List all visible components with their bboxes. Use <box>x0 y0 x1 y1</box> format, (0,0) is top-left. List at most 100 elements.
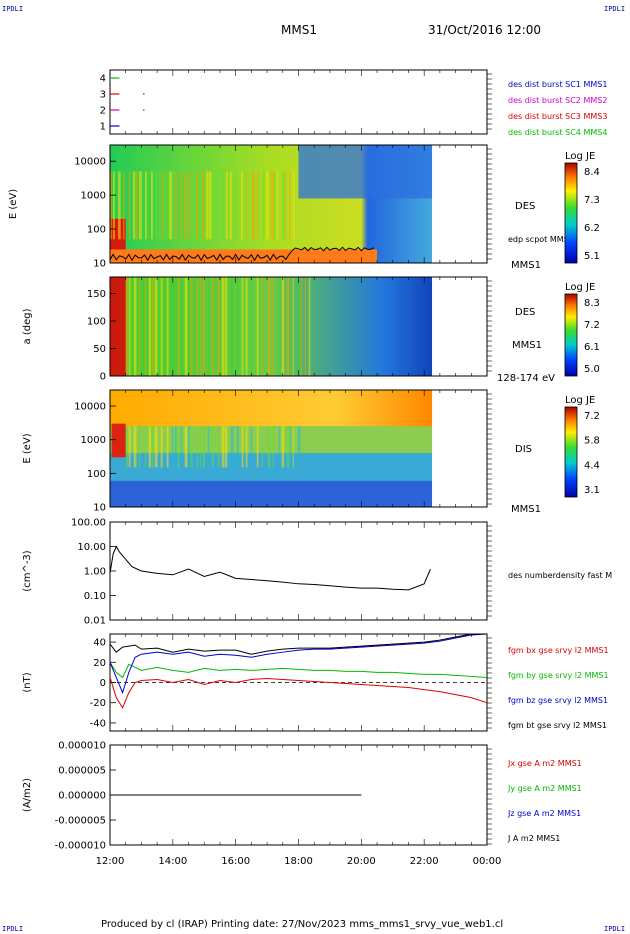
des-energy-stripe <box>246 171 248 240</box>
dis-energy-stripe <box>144 426 146 468</box>
des-energy-stripe <box>123 171 125 240</box>
dis-energy-lowE-band <box>110 480 433 507</box>
corner-mark-top-left: IPDLI <box>2 5 24 13</box>
des-pitch-stripe <box>177 277 180 376</box>
y-tick-label: -20 <box>90 698 106 709</box>
des-energy-stripe <box>129 171 131 240</box>
des-pitch-stripe <box>180 277 183 376</box>
y-tick-label: 10000 <box>74 402 106 413</box>
des-energy-stripe <box>156 171 158 240</box>
dis-energy-stripe <box>250 426 253 468</box>
des-energy-stripe <box>113 171 115 240</box>
des-energy-stripe <box>159 171 161 240</box>
des-pitch-stripe <box>211 277 214 376</box>
des-energy-stripe <box>282 171 285 240</box>
x-tick-label: 16:00 <box>221 856 250 867</box>
des-pitch-stripe <box>174 277 177 376</box>
x-tick-label: 00:00 <box>473 856 502 867</box>
des-pitch-stripe <box>187 277 190 376</box>
dis-energy-stripe <box>241 426 244 468</box>
des-pitch-stripe <box>148 277 152 376</box>
panel-right-label: DES <box>515 201 535 212</box>
dis-energy-stripe <box>211 426 214 468</box>
y-tick-label: 10 <box>93 503 106 514</box>
y-tick-label: -0.000010 <box>55 841 106 852</box>
panel-right-label: DES <box>515 307 535 318</box>
des-pitch-stripe <box>207 277 210 376</box>
des-energy-stripe <box>175 171 177 240</box>
des-pitch-stripe <box>184 277 188 376</box>
x-tick-label: 20:00 <box>347 856 376 867</box>
des-pitch-stripe <box>128 277 131 376</box>
des-pitch-stripe <box>289 277 292 376</box>
des-energy-stripe <box>230 171 232 240</box>
des-energy-stripe <box>215 171 218 240</box>
y-tick-label: 0.000010 <box>58 741 106 752</box>
dis-energy-stripe <box>289 426 292 468</box>
des-pitch-stripe <box>125 277 128 376</box>
des-pitch-heatmap <box>110 277 433 376</box>
des-pitch-stripe <box>217 277 220 376</box>
dis-energy-stripe <box>245 426 248 468</box>
x-tick-label: 18:00 <box>284 856 313 867</box>
colorbar-tick-label: 7.3 <box>584 195 600 206</box>
legend-entry: Jz gse A m2 MMS1 <box>507 809 581 818</box>
dis-energy-stripe <box>297 426 301 468</box>
x-tick-label: 22:00 <box>410 856 439 867</box>
des-energy-stripe <box>172 171 174 240</box>
dis-energy-stripe <box>217 426 220 468</box>
x-tick-label: 12:00 <box>96 856 125 867</box>
panel-frame-4 <box>109 521 488 621</box>
des-pitch-stripe <box>286 277 290 376</box>
y-axis-label: (nT) <box>22 672 33 692</box>
des-pitch-stripe <box>308 277 311 376</box>
des-energy-stripe <box>118 171 121 240</box>
dis-energy-hot-core <box>111 423 126 458</box>
des-pitch-stripe <box>160 277 163 376</box>
y-tick-label: 0.000000 <box>58 791 106 802</box>
y-tick-label: 100 <box>87 469 106 480</box>
legend-entry: des dist burst SC3 MMS3 <box>508 112 607 121</box>
des-energy-stripe <box>162 171 164 240</box>
dis-energy-highE-band <box>110 390 433 427</box>
colorbar-title: Log JE <box>565 151 595 162</box>
dis-energy-stripe <box>151 426 154 468</box>
des-pitch-stripe <box>138 277 141 376</box>
y-tick-label: 4 <box>100 74 106 85</box>
y-tick-label: 0.000005 <box>58 766 106 777</box>
y-tick-label: 50 <box>93 344 106 355</box>
des-energy-stripe <box>226 171 228 240</box>
dis-energy-stripe <box>128 426 131 468</box>
des-energy-stripe <box>257 171 259 240</box>
dis-energy-stripe <box>272 426 274 468</box>
y-tick-label: 1.00 <box>84 567 106 578</box>
fgm-line-2 <box>109 633 488 695</box>
y-tick-label: -40 <box>90 718 106 729</box>
fgm-line-1 <box>109 662 488 679</box>
colorbar-3 <box>564 406 578 498</box>
des-energy-stripe <box>184 171 186 240</box>
y-tick-label: 10.00 <box>77 542 106 553</box>
des-pitch-stripe <box>133 277 137 376</box>
des-energy-stripe <box>196 171 198 240</box>
dis-energy-stripe <box>199 426 201 468</box>
y-tick-label: 1000 <box>81 435 106 446</box>
des-pitch-stripe <box>292 277 294 376</box>
des-pitch-stripe <box>224 277 228 376</box>
des-pitch-stripe <box>297 277 301 376</box>
des-pitch-hot-core <box>110 277 126 376</box>
colorbar-tick-label: 7.2 <box>584 411 600 422</box>
fgm-line-3 <box>109 633 487 655</box>
y-tick-label: 20 <box>93 658 106 669</box>
y-axis-label: E (eV) <box>8 189 19 219</box>
panel-right-label: MMS1 <box>512 340 542 351</box>
colorbar-tick-label: 5.8 <box>584 436 600 447</box>
y-axis-label: a (deg) <box>22 308 33 344</box>
des-pitch-stripe <box>166 277 169 376</box>
des-pitch-stripe <box>261 277 263 376</box>
fgm-line-0 <box>109 677 488 709</box>
des-energy-stripe <box>206 171 209 240</box>
des-energy-stripe <box>274 171 276 240</box>
des-energy-stripe <box>263 171 265 240</box>
